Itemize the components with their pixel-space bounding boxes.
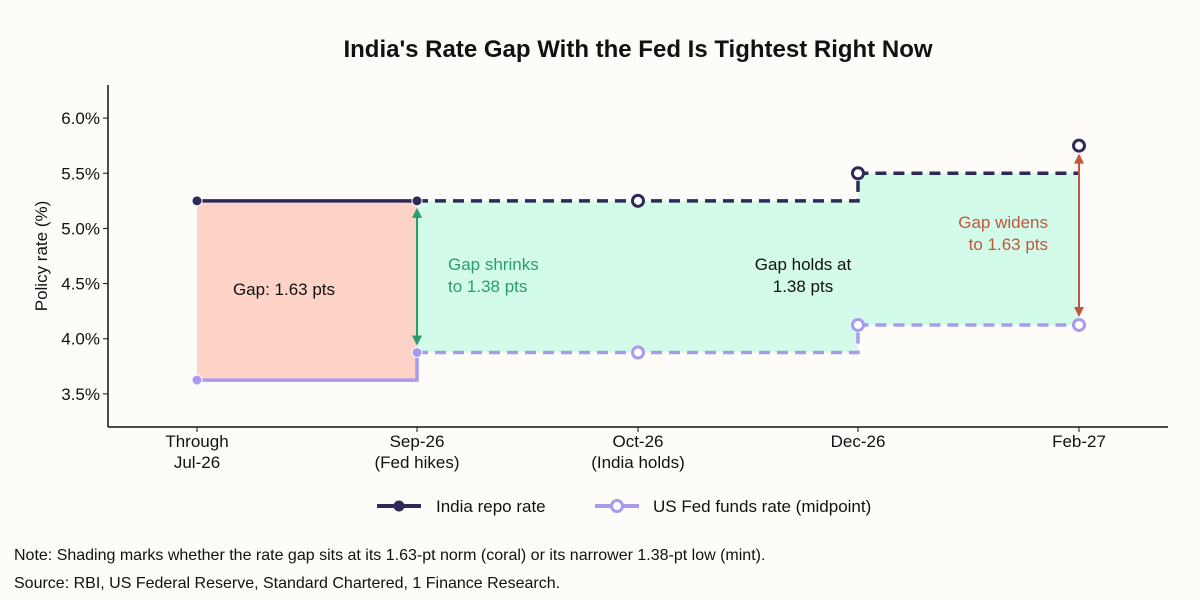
fed-line-solid xyxy=(197,352,419,382)
y-tick-label: 6.0% xyxy=(61,109,100,128)
india-point xyxy=(191,195,203,207)
annotation-gap-shrinks: to 1.38 pts xyxy=(448,277,527,296)
india-point xyxy=(1072,138,1086,153)
india-point xyxy=(411,195,423,207)
y-tick-label: 5.0% xyxy=(61,219,100,238)
y-tick-label: 3.5% xyxy=(61,385,100,404)
shade-mint xyxy=(417,173,1079,353)
x-tick-label: Oct-26 xyxy=(612,432,663,451)
x-tick-label: Feb-27 xyxy=(1052,432,1106,451)
fed-point xyxy=(411,347,423,359)
fed-point xyxy=(851,317,865,332)
fed-point xyxy=(1072,317,1086,332)
annotation-gap-shrinks: Gap shrinks xyxy=(448,255,539,274)
y-tick-label: 4.5% xyxy=(61,275,100,294)
shade-coral xyxy=(197,200,417,381)
fed-point xyxy=(191,374,203,386)
x-tick-label: (Fed hikes) xyxy=(374,453,459,472)
x-tick-label: Sep-26 xyxy=(390,432,445,451)
legend-india-label: India repo rate xyxy=(436,497,546,516)
annotation-gap-widens: to 1.63 pts xyxy=(969,235,1048,254)
x-tick-label: Dec-26 xyxy=(831,432,886,451)
chart-note: Note: Shading marks whether the rate gap… xyxy=(14,547,766,564)
annotation-gap-initial: Gap: 1.63 pts xyxy=(233,280,335,299)
legend-fed-marker xyxy=(610,499,624,513)
gap-widen-arrow-head-top xyxy=(1074,153,1084,164)
legend-india-marker xyxy=(393,500,405,512)
annotation-gap-holds: 1.38 pts xyxy=(773,277,834,296)
fed-point xyxy=(631,345,645,360)
y-tick-label: 5.5% xyxy=(61,164,100,183)
x-tick-label: Through xyxy=(165,432,228,451)
india-point xyxy=(631,193,645,208)
gap-shrink-arrow-head-top xyxy=(412,207,422,218)
x-tick-label: (India holds) xyxy=(591,453,685,472)
annotation-gap-widens: Gap widens xyxy=(958,213,1048,232)
annotation-gap-holds: Gap holds at xyxy=(755,255,852,274)
y-axis-label: Policy rate (%) xyxy=(32,201,51,312)
legend-fed-label: US Fed funds rate (midpoint) xyxy=(653,497,871,516)
chart-source: Source: RBI, US Federal Reserve, Standar… xyxy=(14,575,561,592)
india-point xyxy=(851,166,865,181)
plot-area: 3.5% 4.0% 4.5% 5.0% 5.5% 6.0% Policy rate (%) T… xyxy=(32,85,1168,516)
chart-title: India's Rate Gap With the Fed Is Tightes… xyxy=(343,36,932,63)
gap-widen-arrow-head-bottom xyxy=(1074,306,1084,317)
gap-shrink-arrow-head-bottom xyxy=(412,335,422,346)
y-tick-label: 4.0% xyxy=(61,330,100,349)
x-tick-label: Jul-26 xyxy=(174,453,220,472)
